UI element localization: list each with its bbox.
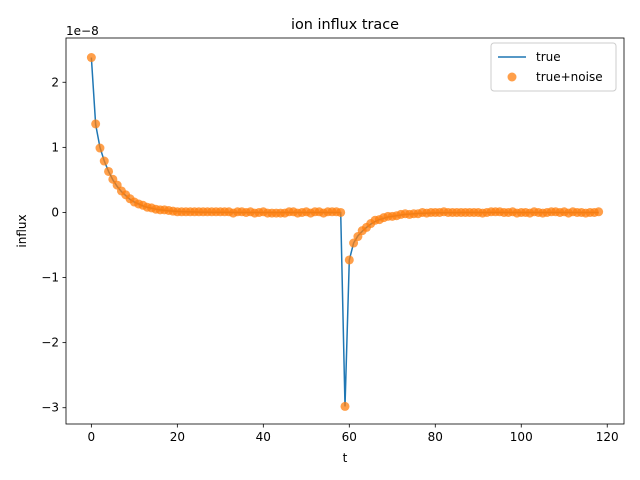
x-tick-label: 80	[428, 430, 443, 444]
legend-box	[490, 42, 617, 92]
scatter-point	[86, 53, 96, 63]
y-axis-label: influx	[15, 214, 29, 247]
x-axis-label: t	[343, 451, 348, 465]
plot-frame-bg	[66, 38, 624, 424]
y-tick-label: −1	[41, 271, 59, 285]
scatter-point	[349, 238, 359, 248]
y-tick-label: −2	[41, 336, 59, 350]
legend-label-true-noise: true+noise	[536, 70, 603, 84]
scatter-point	[95, 143, 105, 153]
y-tick-label: 1	[51, 140, 59, 154]
x-tick-label: 120	[596, 430, 619, 444]
y-tick-label: 0	[51, 205, 59, 219]
scatter-point	[104, 166, 114, 176]
tick-group: 0 20 40 60 80 100 120 −3 −2 −1 0 1 2	[41, 75, 618, 444]
x-tick-label: 40	[256, 430, 271, 444]
legend-marker-swatch	[507, 72, 517, 82]
y-tick-label: −3	[41, 401, 59, 415]
series-layer	[86, 53, 604, 411]
x-tick-label: 20	[170, 430, 185, 444]
x-tick-label: 100	[510, 430, 533, 444]
scatter-point	[594, 207, 604, 217]
x-tick-label: 60	[342, 430, 357, 444]
scatter-point	[91, 119, 101, 129]
scatter-point	[340, 401, 350, 411]
plot-area: 0 20 40 60 80 100 120 −3 −2 −1 0 1 2	[41, 37, 625, 444]
scatter-point	[99, 156, 109, 166]
legend-label-true: true	[536, 50, 561, 64]
chart-title: ion influx trace	[291, 17, 399, 33]
legend: true true+noise	[490, 42, 617, 92]
x-tick-label: 0	[88, 430, 96, 444]
y-tick-label: 2	[51, 75, 59, 89]
axes-frame	[65, 37, 625, 425]
scatter-point	[336, 207, 346, 217]
y-offset-label: 1e−8	[66, 24, 99, 38]
scatter-point	[344, 255, 354, 265]
